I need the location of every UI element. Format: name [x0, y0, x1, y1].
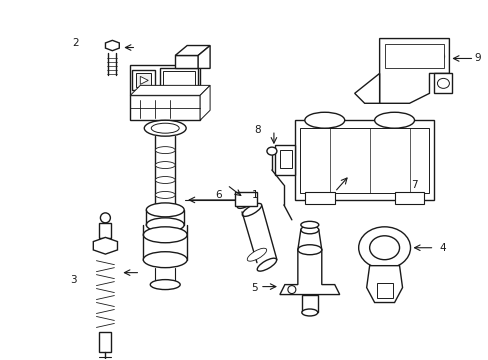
- Ellipse shape: [155, 176, 175, 184]
- Ellipse shape: [297, 245, 321, 255]
- Polygon shape: [132, 71, 155, 90]
- Polygon shape: [93, 237, 117, 254]
- Polygon shape: [130, 85, 210, 95]
- Polygon shape: [198, 45, 210, 68]
- Bar: [99, 332, 111, 352]
- Bar: [235, 192, 256, 206]
- Text: 4: 4: [438, 243, 445, 253]
- Polygon shape: [130, 66, 200, 95]
- Ellipse shape: [369, 236, 399, 260]
- Bar: [433, 73, 451, 93]
- Ellipse shape: [358, 227, 410, 269]
- Bar: [301, 294, 317, 312]
- Bar: [99, 223, 111, 238]
- Ellipse shape: [437, 78, 448, 88]
- Polygon shape: [279, 250, 339, 294]
- Ellipse shape: [143, 252, 187, 268]
- Ellipse shape: [151, 123, 179, 133]
- Polygon shape: [200, 85, 210, 120]
- Ellipse shape: [155, 147, 175, 154]
- Ellipse shape: [433, 51, 444, 62]
- Bar: [384, 44, 444, 68]
- Ellipse shape: [301, 309, 317, 316]
- Ellipse shape: [257, 258, 276, 271]
- Ellipse shape: [150, 280, 180, 289]
- Polygon shape: [175, 45, 210, 55]
- Text: 3: 3: [70, 275, 77, 285]
- Ellipse shape: [155, 192, 175, 198]
- Text: 7: 7: [410, 180, 417, 190]
- Polygon shape: [160, 68, 198, 90]
- Text: 1: 1: [251, 190, 258, 200]
- Polygon shape: [274, 145, 294, 175]
- Polygon shape: [175, 55, 198, 68]
- Ellipse shape: [266, 147, 276, 155]
- Ellipse shape: [100, 213, 110, 223]
- Text: 9: 9: [473, 54, 480, 63]
- Ellipse shape: [304, 112, 344, 128]
- Bar: [394, 192, 424, 204]
- Polygon shape: [354, 73, 379, 103]
- Polygon shape: [136, 73, 151, 87]
- Ellipse shape: [143, 227, 187, 243]
- Text: 2: 2: [72, 37, 79, 48]
- Polygon shape: [105, 40, 119, 51]
- Ellipse shape: [374, 112, 414, 128]
- Bar: [376, 283, 392, 298]
- Ellipse shape: [242, 203, 261, 216]
- Bar: [279, 150, 291, 168]
- Polygon shape: [130, 95, 200, 120]
- Polygon shape: [140, 76, 148, 84]
- Polygon shape: [163, 71, 195, 88]
- Ellipse shape: [300, 221, 318, 228]
- Ellipse shape: [146, 203, 184, 217]
- Bar: [299, 128, 428, 193]
- Ellipse shape: [237, 195, 256, 208]
- Ellipse shape: [287, 285, 295, 293]
- Ellipse shape: [155, 162, 175, 168]
- Polygon shape: [379, 39, 448, 103]
- Ellipse shape: [146, 218, 184, 232]
- Ellipse shape: [144, 120, 186, 136]
- Text: 6: 6: [214, 190, 221, 200]
- Bar: [304, 192, 334, 204]
- Text: 8: 8: [254, 125, 261, 135]
- Polygon shape: [294, 120, 433, 200]
- Text: 5: 5: [251, 283, 258, 293]
- Polygon shape: [366, 266, 402, 302]
- Ellipse shape: [300, 226, 318, 234]
- Ellipse shape: [247, 248, 266, 261]
